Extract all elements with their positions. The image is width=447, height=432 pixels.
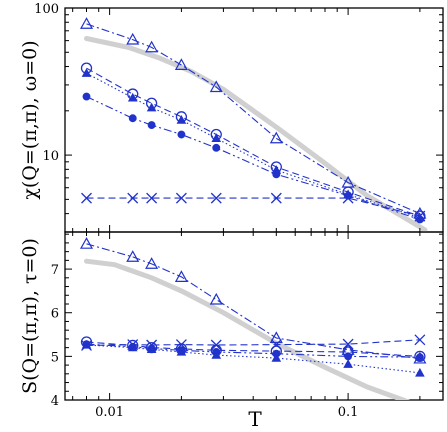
bot-y-tick-label: 6	[51, 307, 59, 322]
bot-filled-circle-point	[415, 353, 424, 362]
bot-x-tick-label: 0.01	[95, 405, 124, 420]
bot-cross-point	[414, 334, 426, 346]
bot-filled-triangle-point	[343, 359, 353, 368]
bot-y-tick-label: 4	[51, 394, 59, 409]
top-filled-circle-point	[177, 130, 186, 139]
bottom-gray-curve-layer	[84, 258, 411, 400]
top-filled-triangle-point	[146, 102, 157, 112]
bot-open-triangle-point	[126, 250, 140, 262]
bot-cross-point	[127, 339, 139, 351]
top-series-filled-triangle-line	[86, 72, 421, 219]
top-cross-point	[414, 210, 426, 222]
bot-x-tick-label: 0.1	[338, 405, 359, 420]
bot-series-cross-line	[86, 339, 420, 347]
top-open-triangle-point	[79, 17, 94, 29]
top-cross-point	[175, 192, 187, 204]
bot-filled-triangle-point	[176, 346, 187, 356]
bottom-series-layer	[79, 237, 427, 377]
top-open-triangle-point	[209, 80, 223, 93]
bot-filled-triangle-point	[146, 344, 157, 354]
bot-y-tick-label: 7	[51, 263, 59, 278]
bot-cross-point	[210, 339, 222, 351]
bot-open-circle-point	[414, 350, 426, 363]
top-filled-circle-point	[147, 121, 156, 130]
top-open-triangle-point	[126, 32, 140, 45]
bottom-plot-frame	[64, 231, 444, 401]
top-open-triangle-point	[174, 58, 188, 70]
bot-cross-point	[342, 338, 354, 350]
bot-cross-point	[146, 339, 158, 351]
bot-open-triangle-point	[174, 270, 188, 282]
bot-cross-point	[81, 339, 92, 351]
top-cross-point	[146, 192, 158, 204]
bot-cross-point	[175, 339, 187, 351]
top-cross-point	[342, 192, 354, 204]
top-cross-point	[210, 192, 222, 204]
top-cross-point	[270, 192, 282, 204]
top-cross-point	[81, 192, 92, 204]
bot-open-triangle-point	[79, 237, 94, 249]
top-y-tick-label: 10	[42, 149, 59, 164]
bot-filled-circle-point	[344, 352, 353, 361]
bot-open-triangle-point	[269, 331, 283, 344]
bottom-panel: 4 5 6 7 0.01 0.1 S(Q=(π,π), τ=0) T	[19, 231, 444, 431]
bottom-y-axis-label: S(Q=(π,π), τ=0)	[19, 238, 41, 394]
top-filled-triangle-point	[81, 68, 92, 77]
top-filled-circle-point	[212, 143, 221, 152]
top-filled-triangle-point	[211, 133, 222, 142]
bot-open-triangle-point	[209, 292, 223, 305]
bot-filled-triangle-point	[271, 353, 282, 362]
top-filled-circle-point	[82, 92, 91, 101]
top-cross-point	[127, 192, 139, 204]
top-filled-circle-point	[128, 114, 137, 123]
top-gray-curve-layer	[84, 36, 428, 232]
bot-gray-reference-curve	[84, 258, 411, 400]
top-filled-circle-point	[415, 215, 424, 224]
top-open-triangle-point	[269, 131, 283, 144]
bot-cross-point	[270, 339, 282, 351]
bot-filled-triangle-point	[415, 367, 425, 377]
top-y-tick-label: 100	[34, 2, 59, 17]
top-filled-triangle-point	[127, 92, 138, 102]
top-open-triangle-point	[145, 40, 159, 53]
x-axis-label: T	[248, 407, 262, 431]
top-panel: 10 100 χ(Q=(π,π), ω=0)	[19, 2, 444, 233]
top-gray-reference-curve	[84, 36, 428, 232]
bottom-ticks-layer: 4 5 6 7 0.01 0.1	[51, 232, 443, 420]
top-ticks-layer: 10 100	[34, 2, 443, 233]
top-series-open-circle-line	[86, 67, 421, 217]
top-filled-circle-point	[272, 170, 281, 179]
top-series-cross-line	[86, 197, 421, 217]
bot-y-tick-label: 5	[51, 350, 59, 365]
bot-filled-triangle-point	[211, 350, 222, 359]
top-filled-triangle-point	[176, 115, 187, 124]
top-series-layer	[79, 17, 427, 224]
top-y-axis-label: χ(Q=(π,π), ω=0)	[19, 40, 41, 199]
bot-open-triangle-point	[145, 257, 159, 269]
